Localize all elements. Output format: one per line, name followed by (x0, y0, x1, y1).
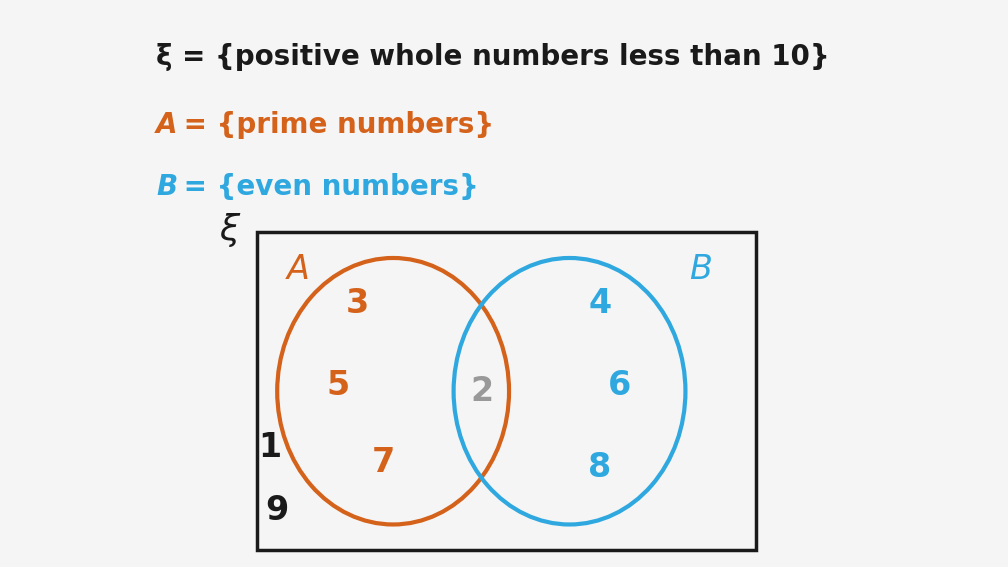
Bar (257, 232, 756, 550)
Text: 7: 7 (371, 446, 395, 479)
Text: 1: 1 (259, 431, 281, 464)
Text: $\xi$: $\xi$ (219, 210, 241, 249)
Text: 4: 4 (589, 287, 611, 320)
Text: B: B (156, 173, 177, 201)
Text: $A$: $A$ (285, 253, 309, 286)
Text: 8: 8 (588, 451, 612, 484)
Text: 9: 9 (265, 494, 289, 527)
Text: A: A (156, 111, 177, 139)
Text: = {even numbers}: = {even numbers} (174, 173, 479, 201)
Text: 3: 3 (346, 287, 370, 320)
Text: = {prime numbers}: = {prime numbers} (174, 111, 495, 139)
Text: $B$: $B$ (689, 253, 712, 286)
Text: 6: 6 (608, 369, 632, 402)
Text: 2: 2 (471, 375, 493, 408)
Text: ξ = {positive whole numbers less than 10}: ξ = {positive whole numbers less than 10… (156, 43, 830, 71)
Text: 5: 5 (326, 369, 350, 402)
